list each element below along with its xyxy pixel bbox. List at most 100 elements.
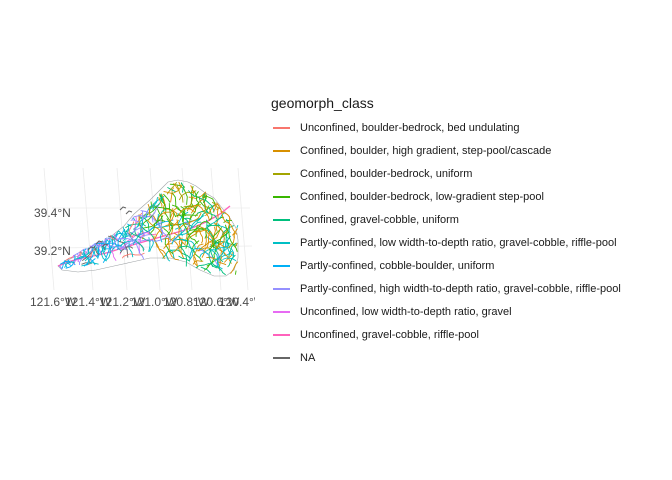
grid-meridian — [149, 167, 161, 291]
tributary-stream — [204, 203, 219, 217]
tributary-stream — [204, 230, 221, 247]
legend-item: Confined, boulder-bedrock, low-gradient … — [271, 185, 666, 208]
tributary-stream — [125, 230, 144, 252]
tributary-stream — [192, 254, 199, 268]
tributary-stream — [160, 195, 163, 203]
tributary-stream — [172, 242, 184, 253]
tributary-stream — [86, 258, 96, 266]
tributary-stream — [205, 224, 221, 229]
legend-item-label: Confined, boulder, high gradient, step-p… — [300, 144, 552, 157]
lon-tick-label: 120.8°W — [163, 295, 210, 309]
tributary-stream — [176, 219, 182, 248]
tributary-stream — [79, 243, 101, 265]
lon-tick-label: 121.6°W — [30, 295, 77, 309]
tributary-stream — [139, 216, 144, 233]
tributary-stream — [137, 230, 151, 243]
tributary-stream — [198, 228, 204, 244]
legend-item: Unconfined, boulder-bedrock, bed undulat… — [271, 116, 666, 139]
tributary-stream — [210, 261, 226, 276]
tributary-stream — [192, 260, 204, 265]
tributary-stream — [205, 219, 217, 252]
legend-item: Unconfined, low width-to-depth ratio, gr… — [271, 301, 666, 324]
tributary-stream — [173, 182, 179, 190]
tributary-stream — [178, 255, 191, 262]
tributary-stream — [233, 228, 238, 238]
tributary-stream — [187, 205, 210, 221]
tributary-stream — [121, 252, 145, 259]
legend-key-line — [273, 195, 290, 198]
grid-meridian — [237, 167, 249, 291]
tributary-stream — [195, 225, 198, 237]
tributary-stream — [81, 250, 93, 261]
legend-item-label: NA — [300, 352, 316, 365]
tributary-stream — [151, 205, 159, 223]
tributary-stream — [197, 211, 209, 214]
legend-item: Unconfined, gravel-cobble, riffle-pool — [271, 324, 666, 347]
tributary-stream — [82, 252, 91, 265]
tributary-stream — [128, 242, 134, 258]
tributary-stream — [220, 210, 231, 221]
legend-key-line — [273, 126, 290, 129]
tributary-stream — [168, 203, 171, 218]
tributary-stream — [73, 255, 76, 258]
tributary-stream — [184, 221, 191, 228]
tributary-stream — [208, 231, 228, 251]
na-reach-stream — [101, 243, 109, 248]
grid-meridian — [82, 167, 94, 291]
legend-item-label: Confined, boulder-bedrock, uniform — [300, 167, 473, 180]
tributary-stream — [93, 245, 99, 255]
legend-item: Partly-confined, cobble-boulder, uniform — [271, 255, 666, 278]
tributary-stream — [120, 239, 137, 251]
tributary-stream — [173, 185, 182, 194]
legend-key-line — [273, 172, 290, 175]
tributary-stream — [112, 237, 124, 246]
tributary-stream — [117, 229, 125, 251]
tributary-stream — [195, 263, 218, 269]
tributary-stream — [197, 247, 212, 252]
tributary-stream — [178, 190, 197, 201]
tributary-stream — [193, 243, 204, 267]
tributary-stream — [190, 214, 205, 229]
tributary-stream — [166, 218, 174, 229]
tributary-stream — [215, 241, 224, 249]
legend-items: Unconfined, boulder-bedrock, bed undulat… — [271, 116, 666, 370]
tributary-stream — [188, 191, 207, 199]
tributary-stream — [180, 182, 184, 193]
tributary-stream — [228, 242, 237, 258]
tributary-stream — [208, 249, 214, 267]
tributary-stream — [222, 257, 237, 262]
na-reach-stream — [87, 246, 95, 251]
legend-title: geomorph_class — [271, 95, 374, 111]
tributary-stream — [224, 224, 238, 252]
na-reach-stream — [119, 206, 127, 211]
tributary-stream — [130, 219, 140, 223]
tributary-stream — [198, 244, 230, 259]
tributary-stream — [163, 228, 171, 240]
tributary-stream — [152, 206, 177, 218]
legend-key-line — [273, 265, 290, 268]
tributary-stream — [138, 219, 174, 236]
tributary-stream — [157, 207, 178, 221]
legend-key-line — [273, 218, 290, 221]
tributary-stream — [132, 217, 136, 221]
tributary-stream — [200, 266, 212, 274]
tributary-stream — [210, 249, 221, 272]
watershed-stream-map: 39.4°N 39.2°N 121.6°W121.4°W121.2°W121.0… — [30, 167, 255, 309]
legend-item: Confined, boulder-bedrock, uniform — [271, 162, 666, 185]
tributary-stream — [148, 196, 159, 211]
tributary-stream — [167, 187, 176, 193]
tributary-stream — [178, 212, 202, 231]
tributary-stream — [184, 217, 192, 220]
legend-item: NA — [271, 347, 666, 370]
lat-tick-label: 39.2°N — [34, 244, 71, 258]
legend-item-label: Unconfined, low width-to-depth ratio, gr… — [300, 306, 512, 319]
grid-meridian — [43, 167, 55, 291]
tributary-stream — [58, 265, 63, 270]
lon-tick-label: 120.4°W — [219, 295, 255, 309]
tributary-stream — [170, 219, 180, 235]
tributary-stream — [147, 203, 151, 217]
tributary-stream — [213, 222, 225, 243]
legend-item-label: Partly-confined, cobble-boulder, uniform — [300, 260, 495, 273]
tributary-stream — [65, 257, 76, 269]
tributary-stream — [119, 246, 134, 254]
